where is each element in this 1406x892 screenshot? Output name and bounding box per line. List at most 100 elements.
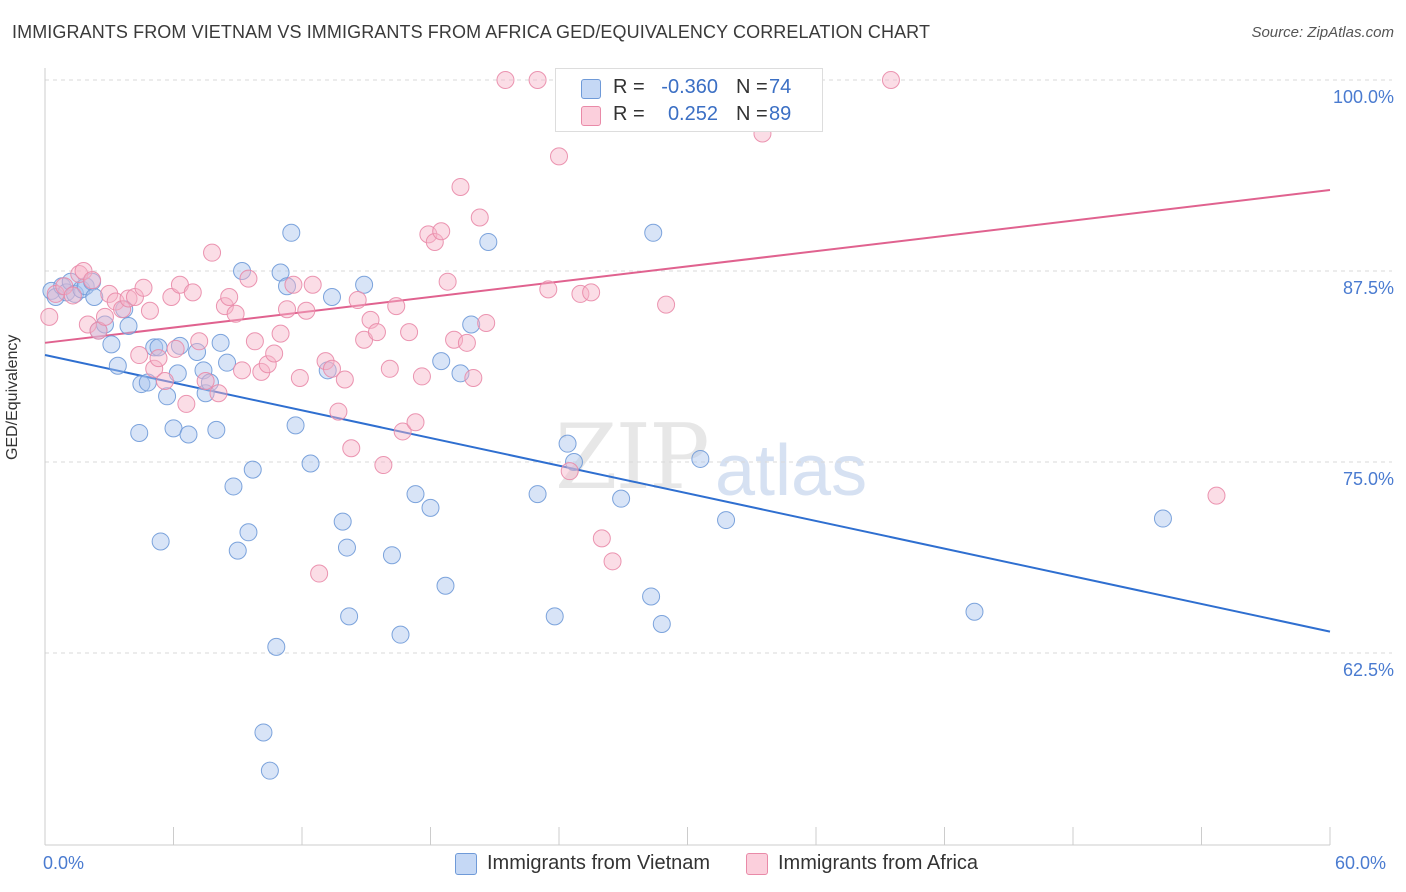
- vietnam-point: [85, 287, 104, 306]
- africa-point: [145, 359, 164, 378]
- africa-point: [322, 359, 341, 378]
- vietnam-point: [102, 335, 121, 354]
- y-axis-label: GED/Equivalency: [4, 334, 21, 460]
- vietnam-point: [564, 453, 583, 471]
- vietnam-point: [382, 546, 401, 565]
- y-tick-label: 62.5%: [1342, 660, 1394, 680]
- vietnam-point: [421, 498, 440, 517]
- legend-n-value: 89: [769, 103, 792, 125]
- africa-point: [477, 313, 496, 332]
- africa-point: [348, 291, 367, 310]
- africa-point: [335, 370, 354, 389]
- vietnam-point: [158, 387, 177, 406]
- africa-point: [451, 177, 470, 196]
- vietnam-point: [717, 511, 736, 530]
- africa-point: [215, 297, 234, 316]
- y-tick-label: 87.5%: [1342, 278, 1394, 298]
- vietnam-point: [164, 419, 183, 438]
- vietnam-point: [132, 375, 151, 394]
- vietnam-point: [228, 541, 247, 560]
- africa-point: [496, 71, 515, 89]
- africa-point: [113, 300, 132, 319]
- africa-point: [177, 394, 196, 413]
- africa-point: [464, 368, 483, 387]
- africa-point: [78, 315, 97, 334]
- legend: R = -0.360 N = 74 R = 0.252 N = 89: [555, 68, 823, 132]
- africa-point: [252, 362, 271, 381]
- bottom-legend-label-africa: Immigrants from Africa: [778, 852, 979, 874]
- africa-point: [162, 287, 181, 306]
- africa-point: [603, 552, 622, 571]
- africa-point: [196, 372, 215, 391]
- africa-point: [342, 439, 361, 458]
- axes: [44, 68, 1331, 846]
- africa-point: [550, 147, 568, 166]
- vietnam-point: [391, 625, 410, 644]
- vietnam-point: [322, 287, 341, 306]
- africa-point: [406, 413, 425, 432]
- vietnam-point: [691, 449, 710, 468]
- vietnam-point: [179, 425, 198, 444]
- y-tick-label: 75.0%: [1342, 469, 1394, 489]
- africa-point: [400, 323, 419, 342]
- africa-point: [297, 301, 316, 320]
- legend-swatch-africa: [581, 106, 601, 126]
- africa-point: [203, 243, 222, 262]
- vietnam-point: [267, 637, 286, 656]
- legend-r-value: 0.252: [667, 103, 718, 125]
- africa-point: [155, 372, 174, 391]
- vietnam-point: [224, 477, 243, 496]
- africa-point: [265, 344, 284, 363]
- africa-point: [271, 324, 290, 343]
- africa-point: [393, 422, 412, 441]
- vietnam-point: [130, 423, 149, 442]
- africa-point: [329, 402, 348, 421]
- africa-point: [303, 275, 322, 294]
- africa-point: [657, 295, 676, 314]
- africa-point: [425, 232, 444, 251]
- data-points: [40, 71, 1226, 780]
- legend-n-label: N =: [736, 76, 768, 98]
- africa-point: [220, 287, 239, 306]
- africa-point: [239, 269, 258, 288]
- africa-point: [190, 332, 209, 351]
- vietnam-point: [239, 523, 258, 542]
- vietnam-point: [188, 342, 207, 361]
- africa-point: [316, 352, 335, 371]
- africa-point: [149, 349, 168, 368]
- vietnam-point: [254, 723, 273, 742]
- vietnam-point: [642, 587, 661, 606]
- africa-point: [380, 359, 399, 378]
- legend-row-africa: R = 0.252 N = 89: [556, 100, 822, 128]
- africa-point: [258, 355, 277, 374]
- africa-point: [367, 323, 386, 342]
- vietnam-point: [355, 275, 374, 294]
- vietnam-point: [282, 223, 301, 242]
- legend-r-value: -0.360: [661, 76, 718, 98]
- vietnam-point: [301, 454, 320, 473]
- africa-trend-line: [44, 189, 1331, 344]
- africa-point: [278, 300, 297, 319]
- x-tick-label: 60.0%: [1335, 853, 1387, 873]
- vietnam-trend-line: [44, 354, 1331, 633]
- africa-point: [1207, 486, 1226, 505]
- africa-point: [183, 283, 202, 302]
- africa-point: [881, 71, 900, 89]
- africa-point: [387, 297, 406, 316]
- chart-title: IMMIGRANTS FROM VIETNAM VS IMMIGRANTS FR…: [12, 22, 931, 42]
- vietnam-point: [558, 434, 577, 453]
- legend-r-label: R =: [613, 76, 645, 98]
- bottom-legend-swatch-africa: [746, 853, 768, 875]
- africa-point: [284, 275, 303, 294]
- africa-point: [63, 286, 82, 305]
- vietnam-point: [108, 356, 127, 375]
- legend-r-label: R =: [613, 103, 645, 125]
- africa-point: [100, 284, 119, 303]
- vietnam-point: [965, 602, 984, 621]
- vietnam-point: [612, 489, 631, 508]
- africa-point: [166, 339, 185, 358]
- africa-point: [130, 346, 149, 365]
- africa-point: [233, 361, 252, 380]
- africa-point: [83, 271, 102, 290]
